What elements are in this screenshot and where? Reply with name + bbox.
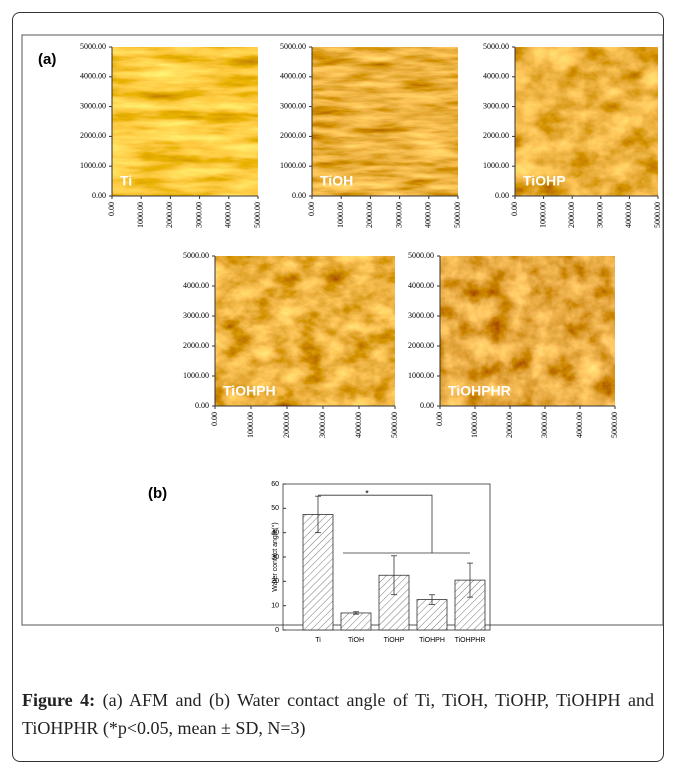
x-tick-label: 1000.00: [246, 412, 255, 438]
x-tick-label: TiOHPH: [419, 637, 445, 644]
y-tick-label: 5000.00: [408, 251, 434, 260]
y-tick-label: 4000.00: [483, 72, 509, 81]
y-tick-label: 1000.00: [408, 371, 434, 380]
y-tick-label: 10: [271, 603, 279, 610]
y-tick-label: 4000.00: [280, 72, 306, 81]
caption-label: Figure 4:: [22, 690, 96, 710]
y-tick-label: 1000.00: [183, 371, 209, 380]
caption-text: (a) AFM and (b) Water contact angle of T…: [22, 690, 654, 738]
x-tick-label: 4000.00: [224, 202, 233, 228]
y-tick-label: 4000.00: [80, 72, 106, 81]
y-tick-label: 2000.00: [483, 131, 509, 140]
bar: [378, 574, 410, 631]
afm-image: [515, 47, 658, 196]
y-tick-label: 2000.00: [80, 131, 106, 140]
x-tick-label: 5000.00: [253, 202, 262, 228]
y-tick-label: 5000.00: [183, 251, 209, 260]
x-tick-label: 5000.00: [653, 202, 662, 228]
x-tick-label: 3000.00: [596, 202, 605, 228]
x-tick-label: TiOHP: [384, 637, 405, 644]
y-tick-label: 0.00: [292, 191, 306, 200]
afm-image-label: TiOHPH: [223, 383, 276, 399]
x-tick-label: 1000.00: [470, 412, 479, 438]
y-tick-label: 20: [271, 578, 279, 585]
x-tick-label: 2000.00: [505, 412, 514, 438]
panel-label: (a): [38, 51, 56, 68]
x-tick-label: 4000.00: [624, 202, 633, 228]
x-tick-label: 3000.00: [194, 202, 203, 228]
y-tick-label: 30: [271, 554, 279, 561]
afm-image: [312, 47, 458, 196]
x-tick-label: 3000.00: [540, 412, 549, 438]
bar: [340, 612, 372, 631]
significance-bracket: [318, 494, 433, 553]
y-tick-label: 1000.00: [80, 161, 106, 170]
x-tick-label: 0.00: [107, 202, 116, 216]
afm-image-label: TiOH: [320, 173, 353, 189]
figure: (a) (b) Ti0.000.001000.001000.002000.002…: [21, 34, 664, 644]
afm-image: [440, 256, 615, 406]
y-tick-label: 50: [271, 505, 279, 512]
afm-image: [215, 256, 395, 406]
y-tick-label: 4000.00: [408, 281, 434, 290]
x-tick-label: 5000.00: [390, 412, 399, 438]
x-tick-label: TiOHPHR: [455, 637, 486, 644]
x-tick-label: 0.00: [307, 202, 316, 216]
x-tick-label: 2000.00: [282, 412, 291, 438]
x-tick-label: 2000.00: [165, 202, 174, 228]
bar: [302, 514, 334, 631]
y-tick-label: 60: [271, 481, 279, 488]
y-tick-label: 5000.00: [280, 42, 306, 51]
x-tick-label: 4000.00: [575, 412, 584, 438]
y-tick-label: 5000.00: [483, 42, 509, 51]
y-tick-label: 0.00: [420, 401, 434, 410]
x-tick-label: 0.00: [510, 202, 519, 216]
y-tick-label: 0: [275, 627, 279, 634]
y-tick-label: 0.00: [195, 401, 209, 410]
y-tick-label: 3000.00: [483, 101, 509, 110]
significance-mark: *: [365, 489, 369, 499]
x-tick-label: 5000.00: [610, 412, 619, 438]
x-tick-label: 0.00: [210, 412, 219, 426]
x-tick-label: 0.00: [435, 412, 444, 426]
x-tick-label: 2000.00: [365, 202, 374, 228]
afm-image-label: Ti: [120, 173, 132, 189]
x-tick-label: 5000.00: [453, 202, 462, 228]
x-tick-label: 2000.00: [567, 202, 576, 228]
x-tick-label: 3000.00: [318, 412, 327, 438]
y-tick-label: 2000.00: [408, 341, 434, 350]
x-tick-label: Ti: [315, 637, 321, 644]
y-tick-label: 2000.00: [183, 341, 209, 350]
y-tick-label: 1000.00: [483, 161, 509, 170]
panel-label: (b): [148, 485, 167, 502]
y-tick-label: 3000.00: [183, 311, 209, 320]
y-axis-label: Water contact angle(°): [271, 522, 279, 591]
y-tick-label: 5000.00: [80, 42, 106, 51]
x-tick-label: 1000.00: [538, 202, 547, 228]
y-tick-label: 3000.00: [408, 311, 434, 320]
afm-image-label: TiOHPHR: [448, 383, 511, 399]
x-tick-label: 4000.00: [424, 202, 433, 228]
y-tick-label: 0.00: [495, 191, 509, 200]
y-tick-label: 0.00: [92, 191, 106, 200]
afm-image: [112, 47, 258, 196]
x-tick-label: 4000.00: [354, 412, 363, 438]
x-tick-label: TiOH: [348, 637, 364, 644]
y-tick-label: 2000.00: [280, 131, 306, 140]
y-tick-label: 4000.00: [183, 281, 209, 290]
x-tick-label: 1000.00: [336, 202, 345, 228]
x-tick-label: 3000.00: [394, 202, 403, 228]
y-tick-label: 40: [271, 530, 279, 537]
y-tick-label: 3000.00: [280, 101, 306, 110]
caption: Figure 4: (a) AFM and (b) Water contact …: [22, 686, 654, 742]
y-tick-label: 3000.00: [80, 101, 106, 110]
afm-image-label: TiOHP: [523, 173, 566, 189]
y-tick-label: 1000.00: [280, 161, 306, 170]
x-tick-label: 1000.00: [136, 202, 145, 228]
